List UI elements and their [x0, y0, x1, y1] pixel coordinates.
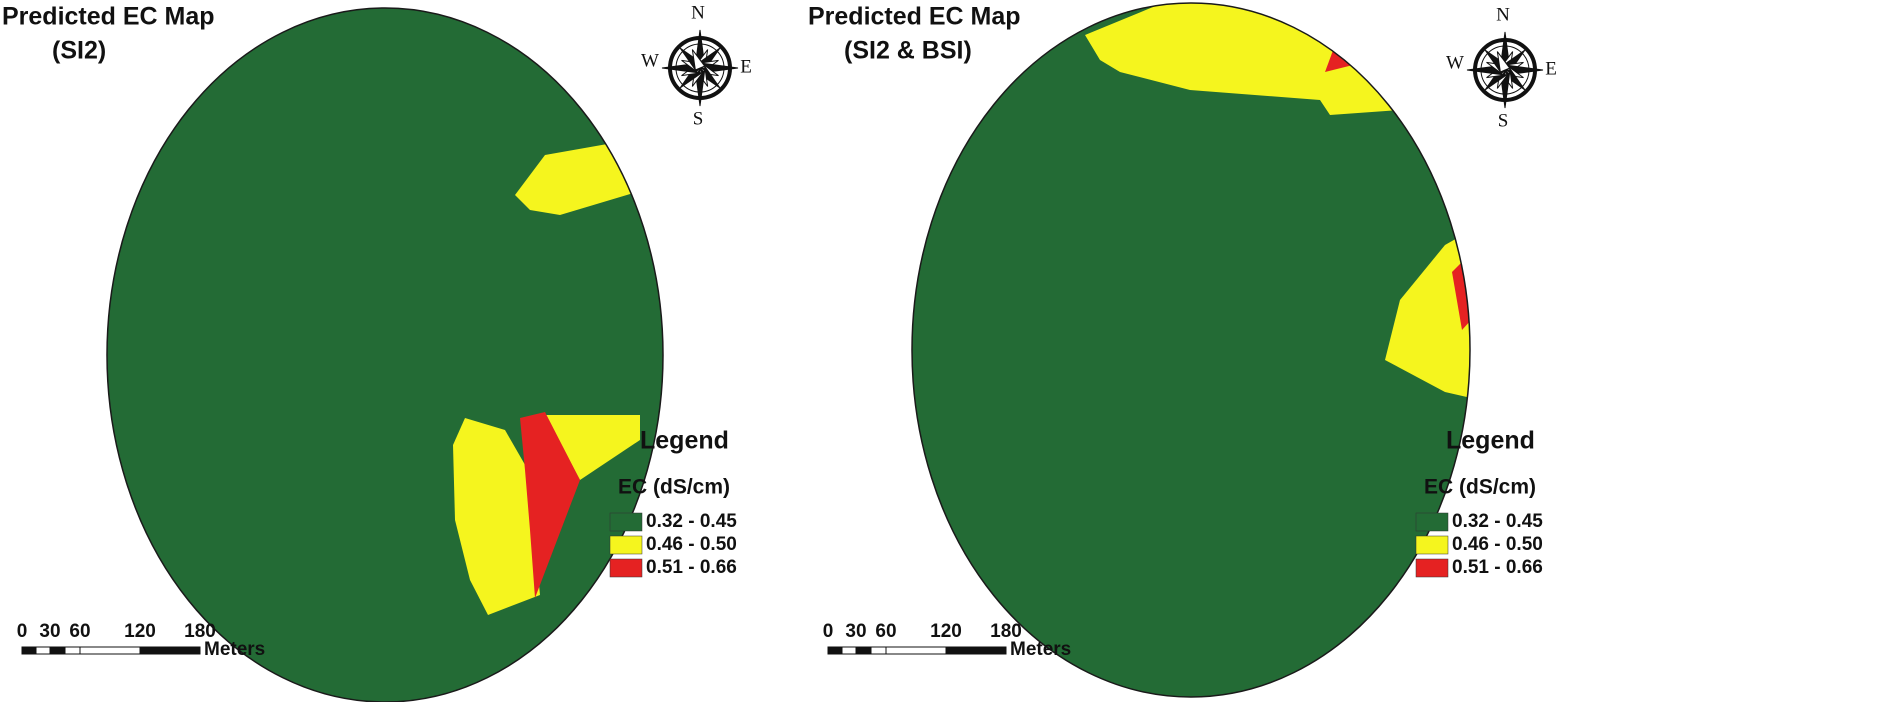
legend-label: 0.46 - 0.50: [1452, 534, 1543, 555]
scale-label: 120: [124, 621, 156, 642]
map-title: Predicted EC Map: [808, 3, 1021, 31]
legend-label: 0.46 - 0.50: [646, 534, 737, 555]
zone-low: [912, 3, 1470, 697]
legend-label: 0.51 - 0.66: [646, 557, 737, 578]
scale-label: 180: [184, 621, 216, 642]
legend-swatch: [609, 535, 643, 555]
compass-north: N: [691, 2, 705, 23]
scale-segment: [841, 646, 857, 655]
scale-unit: Meters: [204, 639, 265, 660]
scale-label: 0: [823, 621, 834, 642]
scale-segment: [35, 646, 51, 655]
scale-label: 60: [69, 621, 90, 642]
scale-segment: [855, 646, 872, 655]
compass-east: E: [1545, 58, 1557, 79]
zone-low: [107, 8, 663, 702]
legend-title: Legend: [640, 427, 729, 455]
map-subtitle: (SI2): [52, 37, 106, 65]
scale-segment: [21, 646, 37, 655]
legend-label: 0.51 - 0.66: [1452, 557, 1543, 578]
map-title: Predicted EC Map: [2, 3, 215, 31]
scale-segment: [870, 646, 887, 655]
map-area: [912, 3, 1470, 697]
compass-rose: N E S W: [641, 2, 752, 129]
compass-south: S: [1498, 110, 1509, 131]
compass-north: N: [1496, 4, 1510, 25]
zone-high: [520, 412, 580, 598]
legend-label: 0.32 - 0.45: [1452, 511, 1543, 532]
zone-medium: [545, 415, 640, 480]
compass-west: W: [1446, 52, 1464, 73]
compass-point: [691, 49, 706, 71]
map-panel: Predicted EC Map (SI2 & BSI) N E S W Legend EC …: [808, 2, 1557, 698]
legend-swatch: [1415, 512, 1449, 532]
legend-subtitle: EC (dS/cm): [618, 476, 730, 499]
scale-label: 120: [930, 621, 962, 642]
legend-label: 0.32 - 0.45: [646, 511, 737, 532]
scale-segment: [79, 646, 141, 655]
zone-medium: [453, 418, 540, 615]
compass-point: [1496, 51, 1511, 73]
scale-segment: [945, 646, 1007, 655]
compass-south: S: [693, 108, 704, 129]
map-subtitle: (SI2 & BSI): [844, 37, 972, 65]
scale-label: 30: [39, 621, 60, 642]
compass-east: E: [740, 56, 752, 77]
compass-west: W: [641, 50, 659, 71]
scale-label: 180: [990, 621, 1022, 642]
scale-label: 0: [17, 621, 28, 642]
scale-segment: [49, 646, 66, 655]
map-boundary: [911, 2, 1471, 698]
legend-swatch: [609, 512, 643, 532]
legend-title: Legend: [1446, 427, 1535, 455]
scale-segment: [827, 646, 843, 655]
scale-segment: [885, 646, 947, 655]
scale-unit: Meters: [1010, 639, 1071, 660]
map-area: [107, 8, 663, 702]
compass-rose: N E S W: [1446, 4, 1557, 131]
scale-segment: [64, 646, 81, 655]
scale-segment: [139, 646, 201, 655]
legend-subtitle: EC (dS/cm): [1424, 476, 1536, 499]
legend-swatch: [1415, 535, 1449, 555]
scale-label: 60: [875, 621, 896, 642]
legend-swatch: [1415, 558, 1449, 578]
scale-label: 30: [845, 621, 866, 642]
map-panel: Predicted EC Map (SI2) N E S W Legend EC (dS/cm…: [2, 2, 752, 703]
legend-swatch: [609, 558, 643, 578]
